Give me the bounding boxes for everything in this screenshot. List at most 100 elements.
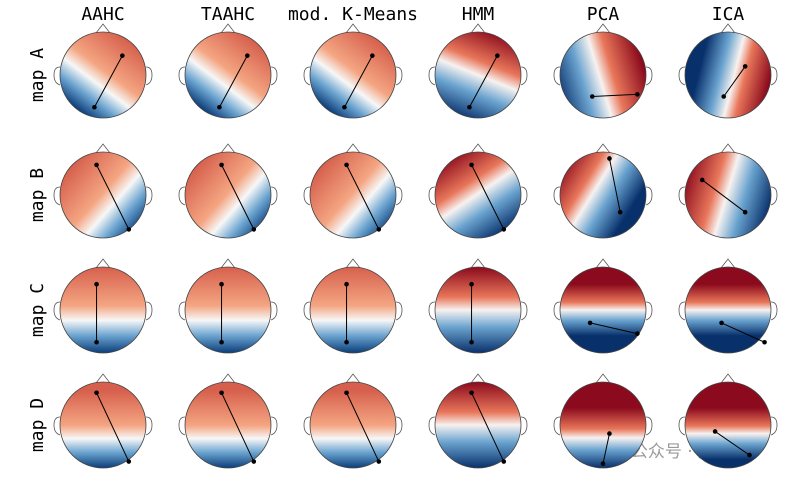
head-ear [303,301,311,321]
axis-line [723,66,746,97]
head-ear [270,66,278,86]
topomap [184,31,272,119]
head-ear [678,186,686,206]
head-ear [145,186,153,206]
topomap [59,381,147,469]
head-ear [178,301,186,321]
axis-line [346,392,380,462]
extremum-dot [635,331,640,336]
head-ear [53,186,61,206]
topomap [559,266,647,354]
axis-line [471,392,505,462]
extremum-dot [94,390,99,396]
topomap [184,381,272,469]
extremum-dot [712,429,718,434]
extremum-dot [742,209,748,215]
axis-line [93,55,123,108]
axis-line [602,433,610,464]
topomap [59,151,147,239]
head-ear [303,66,311,86]
head-ear [553,66,561,86]
row-label: map B [27,168,48,222]
extremum-dot [251,227,257,232]
head-nose [720,143,736,154]
head-ear [520,186,528,206]
topomap [434,151,522,239]
extremum-dot [721,94,726,99]
head-ear [53,301,61,321]
axis-line [96,164,130,230]
extremum-dot [747,452,752,458]
head-ear [645,301,653,321]
head-ear [520,416,528,436]
extremum-dot [762,339,767,345]
head-ear [395,186,403,206]
head-nose [345,258,361,269]
head-ear [428,186,436,206]
head-ear [303,186,311,206]
head-nose [595,258,611,269]
topomap [559,381,647,469]
head-nose [95,23,111,34]
axis-line [218,55,248,108]
row-label: map D [27,398,48,452]
topomap [684,31,772,119]
extremum-dot [376,459,382,464]
topomap [309,266,397,354]
column-title: TAAHC [201,4,255,25]
extremum-dot [126,459,132,464]
head-ear [645,416,653,436]
head-ear [270,416,278,436]
topomap [184,266,272,354]
axis-line [608,158,621,213]
extremum-dot [94,281,99,287]
extremum-dot [469,162,474,168]
column-title: HMM [462,4,495,25]
head-ear [53,66,61,86]
head-ear [770,416,778,436]
head-nose [345,373,361,384]
head-nose [95,143,111,154]
extremum-dot [219,339,224,345]
head-nose [720,23,736,34]
head-ear [770,66,778,86]
head-ear [553,301,561,321]
extremum-dot [92,104,97,110]
topomap [434,31,522,119]
head-nose [470,258,486,269]
extremum-dot [600,461,606,467]
head-nose [345,143,361,154]
axis-line [468,55,498,108]
topomap [434,381,522,469]
extremum-dot [469,281,474,287]
head-ear [145,301,153,321]
axis-line [346,164,380,230]
extremum-dot [219,162,224,168]
axis-line [96,392,130,462]
topomap [559,31,647,119]
head-ear [770,301,778,321]
extremum-dot [589,94,595,99]
topomap [184,151,272,239]
head-nose [220,373,236,384]
topomap [684,381,772,469]
axis-line [471,164,505,230]
head-ear [770,186,778,206]
topomap [309,31,397,119]
extremum-dot [719,320,724,326]
extremum-dot [469,339,474,345]
row-label: map C [27,283,48,337]
column-title: ICA [712,4,745,25]
head-nose [470,143,486,154]
head-ear [678,301,686,321]
head-nose [595,23,611,34]
head-nose [595,373,611,384]
extremum-dot [370,53,375,58]
extremum-dot [495,53,500,58]
extremum-dot [342,104,347,110]
head-nose [720,373,736,384]
extremum-dot [120,53,125,58]
extremum-dot [217,104,222,110]
extremum-dot [219,390,224,396]
